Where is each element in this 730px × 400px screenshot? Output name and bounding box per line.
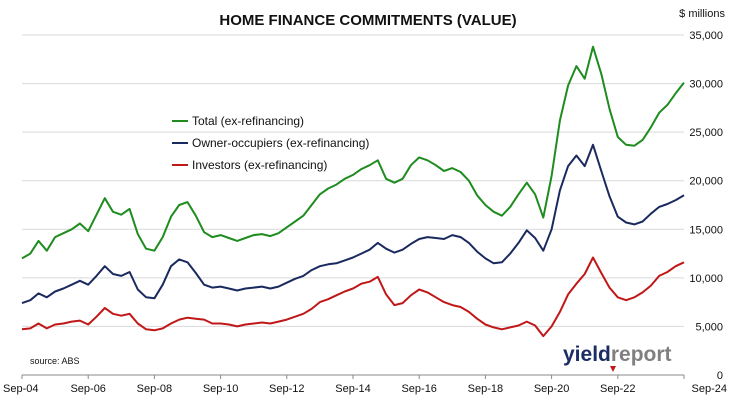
brand-logo-part-report: report bbox=[611, 343, 672, 366]
x-tick-label: Sep-16 bbox=[401, 383, 436, 395]
x-tick-label: Sep-14 bbox=[335, 383, 370, 395]
x-tick-label: Sep-24 bbox=[692, 383, 727, 395]
y-tick-label: 0 bbox=[717, 370, 723, 382]
legend-label: Total (ex-refinancing) bbox=[192, 114, 304, 128]
y-axis-ticks: 0 5,000 10,000 15,000 20,000 25,000 30,000 35,0… bbox=[689, 30, 723, 382]
plot-area bbox=[22, 35, 684, 375]
legend-label: Investors (ex-refinancing) bbox=[192, 158, 327, 172]
x-tick-label: Sep-20 bbox=[534, 383, 569, 395]
brand-marker-icon bbox=[610, 366, 616, 372]
chart-title: HOME FINANCE COMMITMENTS (VALUE) bbox=[219, 12, 516, 29]
y-tick-label: 35,000 bbox=[689, 30, 723, 42]
x-tick-label: Sep-22 bbox=[600, 383, 635, 395]
y-tick-label: 25,000 bbox=[689, 127, 723, 139]
y-tick-label: 30,000 bbox=[689, 79, 723, 91]
series-line-1 bbox=[21, 45, 685, 260]
legend: Total (ex-refinancing) Owner-occupiers (e… bbox=[172, 114, 369, 172]
series-line-2 bbox=[21, 143, 685, 305]
series-line-3 bbox=[21, 256, 685, 338]
legend-label: Owner-occupiers (ex-refinancing) bbox=[192, 136, 369, 150]
x-axis-ticks: Sep-04 Sep-06 Sep-08 Sep-10 Sep-12 Sep-14 Sep-… bbox=[3, 375, 727, 395]
y-tick-label: 5,000 bbox=[695, 321, 723, 333]
brand-logo-part-yield: yield bbox=[563, 343, 611, 366]
x-tick-label: Sep-10 bbox=[203, 383, 238, 395]
y-tick-label: 10,000 bbox=[689, 273, 723, 285]
brand-logo: yieldreport bbox=[563, 343, 672, 372]
y-tick-label: 20,000 bbox=[689, 176, 723, 188]
x-tick-label: Sep-08 bbox=[137, 383, 172, 395]
x-tick-label: Sep-18 bbox=[468, 383, 503, 395]
x-tick-label: Sep-12 bbox=[269, 383, 304, 395]
source-note: source: ABS bbox=[30, 356, 80, 366]
y-unit-label: $ millions bbox=[679, 8, 725, 20]
x-tick-label: Sep-06 bbox=[70, 383, 105, 395]
y-tick-label: 15,000 bbox=[689, 224, 723, 236]
series-lines bbox=[21, 45, 685, 338]
svg-text:yieldreport: yieldreport bbox=[563, 343, 672, 366]
x-tick-label: Sep-04 bbox=[3, 383, 38, 395]
